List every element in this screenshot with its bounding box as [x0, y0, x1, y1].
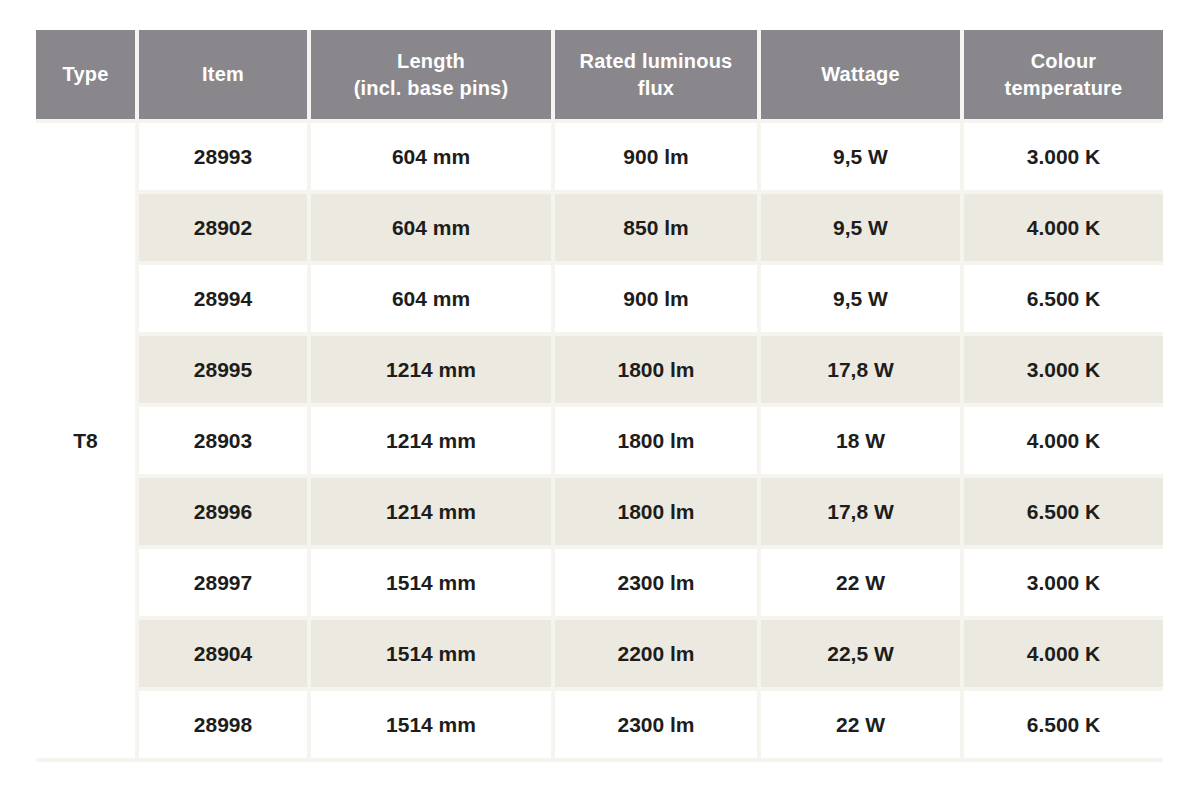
cell-flux: 2300 lm [555, 549, 757, 616]
cell-length: 1514 mm [311, 620, 551, 687]
col-header-colour-temp: Colour temperature [964, 30, 1163, 119]
cell-flux: 2200 lm [555, 620, 757, 687]
cell-item: 28997 [139, 549, 307, 616]
cell-length: 1514 mm [311, 549, 551, 616]
table-row: 28904 1514 mm 2200 lm 22,5 W 4.000 K [36, 620, 1163, 687]
cell-flux: 1800 lm [555, 336, 757, 403]
cell-colour-temp: 3.000 K [964, 549, 1163, 616]
table-row: 28997 1514 mm 2300 lm 22 W 3.000 K [36, 549, 1163, 616]
cell-item: 28903 [139, 407, 307, 474]
spec-table: Type Item Length (incl. base pins) Rated… [36, 30, 1163, 762]
cell-length: 604 mm [311, 194, 551, 261]
cell-item: 28902 [139, 194, 307, 261]
cell-wattage: 9,5 W [761, 194, 960, 261]
cell-item: 28995 [139, 336, 307, 403]
cell-wattage: 17,8 W [761, 478, 960, 545]
col-header-wattage: Wattage [761, 30, 960, 119]
cell-item: 28904 [139, 620, 307, 687]
cell-colour-temp: 6.500 K [964, 691, 1163, 758]
cell-flux: 2300 lm [555, 691, 757, 758]
col-header-flux: Rated luminous flux [555, 30, 757, 119]
cell-colour-temp: 6.500 K [964, 478, 1163, 545]
cell-length: 1214 mm [311, 336, 551, 403]
col-header-item: Item [139, 30, 307, 119]
header-row: Type Item Length (incl. base pins) Rated… [36, 30, 1163, 119]
cell-length: 604 mm [311, 123, 551, 190]
cell-flux: 850 lm [555, 194, 757, 261]
cell-flux: 1800 lm [555, 407, 757, 474]
cell-item: 28998 [139, 691, 307, 758]
cell-colour-temp: 3.000 K [964, 336, 1163, 403]
table-row: 28903 1214 mm 1800 lm 18 W 4.000 K [36, 407, 1163, 474]
table-row: 28994 604 mm 900 lm 9,5 W 6.500 K [36, 265, 1163, 332]
col-header-length: Length (incl. base pins) [311, 30, 551, 119]
cell-colour-temp: 6.500 K [964, 265, 1163, 332]
table-row: 28998 1514 mm 2300 lm 22 W 6.500 K [36, 691, 1163, 758]
cell-length: 1514 mm [311, 691, 551, 758]
cell-length: 1214 mm [311, 407, 551, 474]
cell-length: 604 mm [311, 265, 551, 332]
table-row: T8 28993 604 mm 900 lm 9,5 W 3.000 K [36, 123, 1163, 190]
col-header-type: Type [36, 30, 135, 119]
table-row: 28995 1214 mm 1800 lm 17,8 W 3.000 K [36, 336, 1163, 403]
page: Type Item Length (incl. base pins) Rated… [0, 0, 1200, 800]
cell-item: 28993 [139, 123, 307, 190]
cell-item: 28996 [139, 478, 307, 545]
cell-length: 1214 mm [311, 478, 551, 545]
cell-wattage: 22 W [761, 549, 960, 616]
cell-colour-temp: 4.000 K [964, 194, 1163, 261]
cell-wattage: 22,5 W [761, 620, 960, 687]
cell-colour-temp: 4.000 K [964, 407, 1163, 474]
cell-flux: 900 lm [555, 265, 757, 332]
table-row: 28996 1214 mm 1800 lm 17,8 W 6.500 K [36, 478, 1163, 545]
spec-table-wrap: Type Item Length (incl. base pins) Rated… [36, 30, 1163, 762]
table-row: 28902 604 mm 850 lm 9,5 W 4.000 K [36, 194, 1163, 261]
cell-flux: 1800 lm [555, 478, 757, 545]
cell-wattage: 9,5 W [761, 265, 960, 332]
cell-flux: 900 lm [555, 123, 757, 190]
cell-wattage: 22 W [761, 691, 960, 758]
cell-colour-temp: 3.000 K [964, 123, 1163, 190]
cell-colour-temp: 4.000 K [964, 620, 1163, 687]
cell-wattage: 18 W [761, 407, 960, 474]
cell-wattage: 9,5 W [761, 123, 960, 190]
cell-wattage: 17,8 W [761, 336, 960, 403]
cell-type-group: T8 [36, 123, 135, 758]
cell-item: 28994 [139, 265, 307, 332]
